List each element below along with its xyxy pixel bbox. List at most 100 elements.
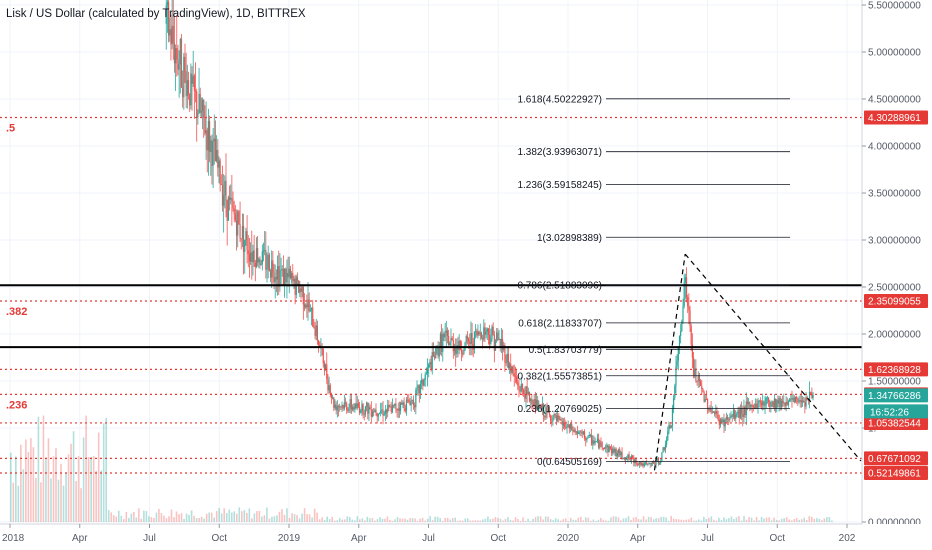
candle-body: [619, 449, 621, 456]
candle-body: [773, 398, 776, 408]
volume-bar: [133, 511, 135, 522]
candle-body: [738, 409, 740, 418]
volume-bar: [439, 518, 441, 522]
time-axis-label: Oct: [211, 533, 227, 544]
volume-bar: [625, 518, 627, 522]
candle-body: [578, 432, 580, 434]
candle-body: [539, 404, 541, 408]
candle-body: [479, 332, 481, 335]
volume-bar: [374, 520, 376, 522]
candle-body: [333, 397, 335, 408]
candle-body: [610, 448, 613, 453]
countdown-label: 16:52:26: [870, 407, 909, 418]
candle-body: [208, 121, 211, 153]
candle-body: [480, 332, 483, 339]
candle-body: [501, 338, 504, 350]
candle-body: [699, 381, 702, 386]
volume-bar: [168, 516, 170, 522]
candle-body: [357, 403, 360, 407]
candle-body: [642, 463, 644, 466]
volume-bar: [258, 510, 261, 522]
candle-body: [535, 399, 538, 409]
volume-bar: [547, 516, 549, 522]
candle-body: [415, 390, 417, 408]
volume-bar: [467, 518, 469, 522]
volume-bar: [723, 517, 725, 522]
volume-bar: [740, 520, 743, 522]
volume-bar: [718, 517, 720, 522]
candle-body: [289, 268, 292, 279]
candle-body: [173, 43, 176, 64]
volume-bar: [318, 519, 321, 522]
candle-body: [407, 399, 409, 401]
candle-body: [453, 347, 456, 352]
candle-body: [339, 406, 341, 408]
price-tag: [864, 451, 928, 466]
candle-body: [203, 99, 205, 119]
candle-body: [371, 411, 374, 417]
time-axis-label: Jul: [422, 533, 435, 544]
volume-bar: [529, 520, 532, 522]
candle-body: [673, 397, 675, 409]
candle-body: [187, 80, 190, 94]
volume-bar: [456, 520, 459, 522]
candle-body: [743, 406, 745, 418]
projection-down-line: [684, 253, 862, 462]
volume-bar: [497, 517, 499, 522]
volume-bar: [680, 519, 683, 522]
candle-body: [432, 352, 435, 357]
volume-bar: [371, 517, 374, 522]
candle-body: [448, 336, 450, 346]
volume-bar: [183, 518, 185, 522]
candle-body: [262, 250, 265, 252]
fib-level-label: 0.5(1.83703779): [529, 345, 602, 356]
volume-bar: [750, 517, 753, 522]
candle-body: [739, 408, 742, 418]
candle-body: [210, 140, 212, 153]
volume-bar: [773, 517, 775, 522]
time-axis-label: Apr: [72, 533, 88, 544]
candle-body: [450, 337, 452, 343]
candle-body: [608, 446, 610, 453]
volume-bar: [441, 520, 444, 522]
candle-body: [646, 462, 648, 465]
volume-bar: [482, 519, 484, 522]
candle-body: [305, 304, 307, 308]
candle-body: [562, 422, 565, 426]
volume-bar: [268, 518, 271, 522]
volume-bar: [602, 519, 605, 522]
candle-body: [310, 307, 313, 311]
candle-body: [805, 397, 807, 407]
volume-bar: [492, 518, 494, 522]
volume-bar: [778, 520, 780, 522]
countdown-tag: [864, 404, 928, 419]
volume-bar: [592, 519, 595, 522]
candle-body: [424, 374, 426, 380]
candle-body: [235, 220, 238, 236]
volume-bar: [421, 517, 424, 522]
candle-body: [648, 463, 650, 465]
price-axis-label: 2.50000000: [868, 283, 921, 294]
candle-body: [620, 452, 622, 456]
volume-bar: [175, 511, 178, 522]
price-tag-label: 2.35099055: [868, 297, 921, 308]
fib-level-label: 1.236(3.59158245): [517, 180, 602, 191]
volume-bar: [195, 518, 198, 522]
volume-bar: [517, 519, 519, 522]
candle-body: [497, 332, 499, 340]
candle-body: [602, 447, 604, 449]
candle-body: [603, 447, 606, 449]
candle-body: [418, 385, 420, 393]
candle-body: [665, 439, 668, 445]
candle-body: [326, 364, 328, 380]
candle-body: [703, 391, 705, 402]
candle-body: [385, 409, 388, 413]
candle-body: [267, 254, 269, 269]
candle-body: [708, 409, 710, 411]
volume-bar: [331, 516, 334, 522]
candle-body: [548, 411, 551, 415]
candle-body: [735, 414, 737, 419]
volume-bar: [37, 416, 40, 522]
candle-body: [312, 307, 314, 327]
